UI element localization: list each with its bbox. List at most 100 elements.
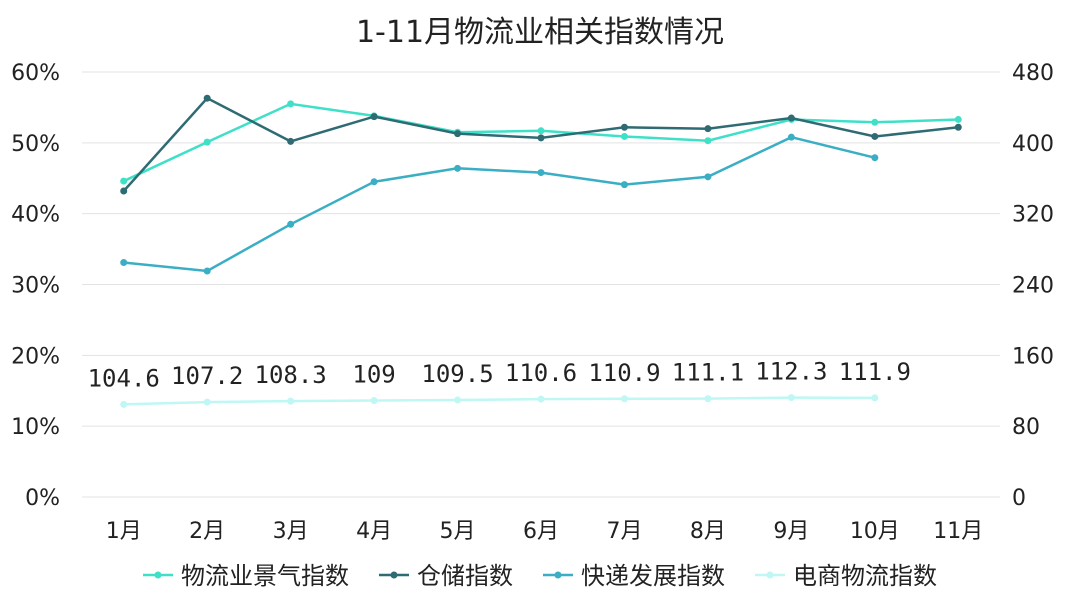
legend: 物流业景气指数 仓储指数 快递发展指数 电商物流指数 <box>143 562 937 590</box>
right-tick-label: 160 <box>1012 344 1054 369</box>
data-point <box>120 177 128 185</box>
left-tick-label: 30% <box>11 274 60 299</box>
data-label: 112.3 <box>755 358 827 386</box>
data-point <box>787 114 795 122</box>
left-tick-label: 40% <box>11 203 60 228</box>
data-label: 104.6 <box>88 364 160 392</box>
left-tick-label: 0% <box>25 486 60 511</box>
data-point <box>287 397 295 405</box>
x-tick-label: 7月 <box>606 519 642 544</box>
series-line <box>123 135 876 273</box>
data-label: 109 <box>352 360 395 388</box>
series-4 <box>120 394 879 408</box>
legend-label: 物流业景气指数 <box>181 562 349 590</box>
gridlines <box>82 71 1000 498</box>
data-point <box>954 123 962 131</box>
data-point <box>537 169 545 177</box>
x-tick-label: 5月 <box>440 519 476 544</box>
left-y-axis: 0% 10% 20% 30% 40% 50% 60% <box>11 61 60 511</box>
data-point <box>787 133 795 141</box>
data-point <box>120 187 128 195</box>
data-point <box>454 164 462 172</box>
data-point <box>537 127 545 135</box>
data-point <box>704 125 712 133</box>
x-tick-label: 9月 <box>773 519 809 544</box>
series-2 <box>120 94 962 195</box>
right-y-axis: 0 80 160 240 320 400 480 <box>1012 61 1054 511</box>
legend-label: 快递发展指数 <box>581 562 725 590</box>
x-tick-label: 6月 <box>523 519 559 544</box>
series-line <box>123 396 875 406</box>
right-tick-label: 480 <box>1012 61 1054 86</box>
data-point <box>871 154 879 162</box>
series-layer <box>120 94 962 408</box>
data-point <box>620 395 628 403</box>
data-label: 111.9 <box>839 358 911 386</box>
data-point <box>704 173 712 181</box>
data-point <box>370 396 378 404</box>
data-point <box>287 137 295 145</box>
data-label: 108.3 <box>255 361 327 389</box>
data-point <box>120 400 128 408</box>
right-tick-label: 320 <box>1012 203 1054 228</box>
x-tick-label: 1月 <box>106 519 142 544</box>
data-labels: 104.6 107.2 108.3 109 109.5 110.6 110.9 111.1 11… <box>88 358 911 393</box>
data-point <box>203 94 211 102</box>
x-tick-label: 2月 <box>189 519 225 544</box>
data-point <box>370 113 378 121</box>
x-axis: 1月 2月 3月 4月 5月 6月 7月 8月 9月 10月 11月 <box>106 519 984 544</box>
data-label: 110.9 <box>588 359 660 387</box>
x-tick-label: 11月 <box>933 519 983 544</box>
data-point <box>954 115 962 123</box>
data-point <box>871 394 879 402</box>
left-tick-label: 20% <box>11 344 60 369</box>
legend-swatch-marker <box>766 571 774 579</box>
legend-label: 电商物流指数 <box>793 562 937 590</box>
legend-swatch-marker <box>154 571 162 579</box>
data-point <box>620 132 628 140</box>
x-tick-label: 4月 <box>356 519 392 544</box>
data-label: 107.2 <box>171 362 243 390</box>
legend-item: 快递发展指数 <box>543 562 725 590</box>
legend-swatch-marker <box>390 571 398 579</box>
data-point <box>287 100 295 108</box>
data-point <box>620 123 628 131</box>
data-point <box>370 178 378 186</box>
left-tick-label: 50% <box>11 132 60 157</box>
data-point <box>287 220 295 228</box>
series-line <box>122 96 959 192</box>
data-point <box>871 118 879 126</box>
legend-label: 仓储指数 <box>417 562 513 590</box>
x-tick-label: 10月 <box>850 519 900 544</box>
legend-item: 物流业景气指数 <box>143 562 349 590</box>
left-tick-label: 10% <box>11 415 60 440</box>
left-tick-label: 60% <box>11 61 60 86</box>
chart-title: 1-11月物流业相关指数情况 <box>356 15 724 50</box>
right-tick-label: 0 <box>1012 486 1026 511</box>
data-label: 109.5 <box>421 360 493 388</box>
series-3 <box>120 133 879 275</box>
data-point <box>787 394 795 402</box>
data-point <box>120 259 128 267</box>
data-point <box>537 395 545 403</box>
data-point <box>537 134 545 142</box>
legend-item: 电商物流指数 <box>755 562 937 590</box>
legend-swatch-marker <box>554 571 562 579</box>
data-point <box>871 132 879 140</box>
right-tick-label: 400 <box>1012 132 1054 157</box>
data-label: 111.1 <box>672 359 744 387</box>
data-label: 110.6 <box>505 359 577 387</box>
data-point <box>704 137 712 145</box>
x-tick-label: 3月 <box>273 519 309 544</box>
right-tick-label: 80 <box>1012 415 1040 440</box>
data-point <box>704 395 712 403</box>
data-point <box>203 138 211 146</box>
x-tick-label: 8月 <box>690 519 726 544</box>
data-point <box>454 396 462 404</box>
data-point <box>620 181 628 189</box>
data-point <box>203 267 211 275</box>
legend-item: 仓储指数 <box>379 562 513 590</box>
data-point <box>454 130 462 138</box>
data-point <box>203 398 211 406</box>
